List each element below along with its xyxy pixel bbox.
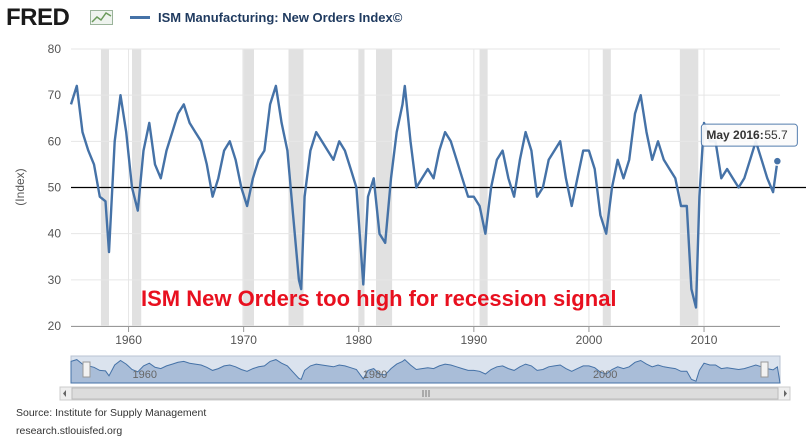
y-tick-label-20: 20 xyxy=(48,319,62,333)
tooltip-label: May 2016: xyxy=(706,128,763,142)
tooltip: May 2016: 55.7 xyxy=(700,123,798,147)
y-tick-label-80: 80 xyxy=(48,42,62,56)
scrollbar-thumb xyxy=(71,387,779,400)
y-tick-label-70: 70 xyxy=(48,88,62,102)
navigator[interactable]: 1960 1980 2000 xyxy=(59,355,791,401)
y-axis-label: (Index) xyxy=(13,168,27,205)
x-tick-label-1980: 1980 xyxy=(345,333,372,347)
fred-chart-icon xyxy=(90,10,113,25)
tooltip-value: 55.7 xyxy=(764,128,788,142)
series-layer[interactable] xyxy=(69,84,783,309)
fred-logo[interactable]: FRED xyxy=(6,4,70,31)
navigator-label-2000: 2000 xyxy=(593,369,617,381)
x-axis: 1960 1970 1980 1990 2000 2010 xyxy=(71,326,780,347)
navigator-label-1960: 1960 xyxy=(133,369,157,381)
last-point-marker xyxy=(772,156,783,166)
tooltip-box xyxy=(700,123,798,147)
footer: Source: Institute for Supply Management … xyxy=(16,404,206,440)
x-tick-label-1960: 1960 xyxy=(115,333,142,347)
scroll-left-arrow-icon xyxy=(63,390,66,397)
series-line xyxy=(69,84,779,309)
navigator-series xyxy=(70,358,781,384)
annotation-text: ISM New Orders too high for recession si… xyxy=(141,286,617,311)
y-axis: 20 30 40 50 60 70 80 xyxy=(48,42,62,333)
x-tick-label-2000: 2000 xyxy=(576,333,603,347)
legend-label: ISM Manufacturing: New Orders Index© xyxy=(158,10,403,25)
chart-header: FRED ISM Manufacturing: New Orders Index… xyxy=(0,0,806,40)
x-tick-label-1990: 1990 xyxy=(460,333,487,347)
legend[interactable]: ISM Manufacturing: New Orders Index© xyxy=(130,10,402,25)
y-tick-label-60: 60 xyxy=(48,134,62,148)
x-tick-label-2010: 2010 xyxy=(691,333,718,347)
navigator-label-1980: 1980 xyxy=(363,369,387,381)
y-tick-label-50: 50 xyxy=(48,181,62,195)
source-text: Source: Institute for Supply Management xyxy=(16,407,207,419)
x-tick-label-1970: 1970 xyxy=(230,333,257,347)
y-tick-label-40: 40 xyxy=(48,227,62,241)
scroll-right-arrow-icon xyxy=(784,390,787,397)
navigator-handle-left xyxy=(82,361,91,378)
navigator-handle-right xyxy=(760,361,769,378)
legend-swatch xyxy=(130,16,150,19)
y-tick-label-30: 30 xyxy=(48,273,62,287)
source-url[interactable]: research.stlouisfed.org xyxy=(16,425,123,437)
